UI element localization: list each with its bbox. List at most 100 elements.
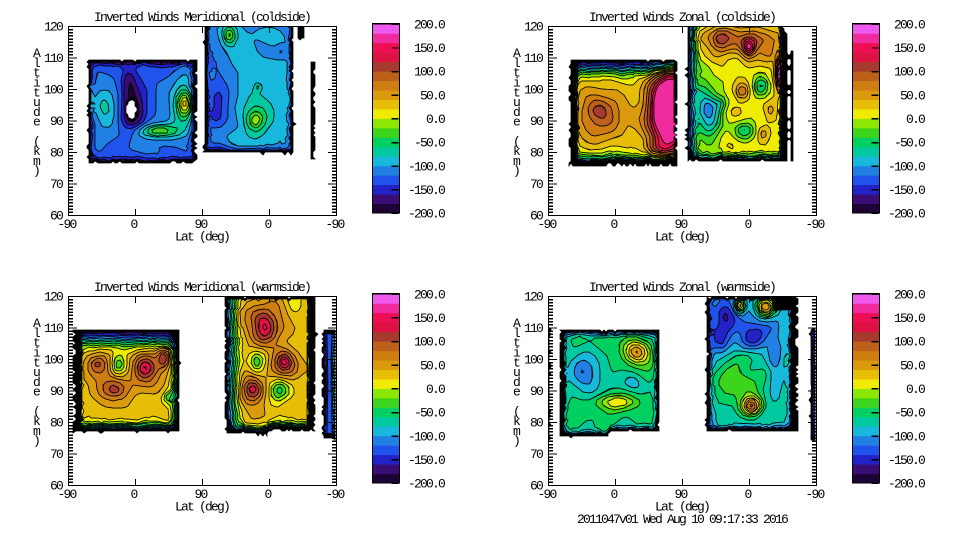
svg-text:t: t [33, 66, 40, 81]
svg-text:90: 90 [530, 384, 543, 399]
svg-text:90: 90 [50, 114, 63, 129]
svg-text:e: e [33, 115, 40, 130]
svg-text:-200.0: -200.0 [408, 207, 445, 222]
svg-text:60: 60 [50, 479, 63, 494]
svg-text:i: i [33, 76, 41, 91]
svg-text:120: 120 [44, 290, 63, 305]
svg-text:e: e [513, 115, 520, 130]
svg-text:Inverted Winds Meridional (war: Inverted Winds Meridional (warmside) [94, 280, 310, 295]
svg-text:70: 70 [50, 447, 63, 462]
svg-text:Lat (deg): Lat (deg) [175, 499, 229, 514]
svg-text:80: 80 [530, 146, 543, 161]
svg-text:100: 100 [44, 83, 63, 98]
svg-text:-100.0: -100.0 [888, 429, 925, 444]
svg-text:(: ( [513, 134, 519, 149]
svg-text:i: i [513, 76, 521, 91]
svg-text:70: 70 [530, 447, 543, 462]
svg-text:50.0: 50.0 [900, 358, 925, 373]
svg-text:u: u [33, 365, 40, 380]
svg-text:e: e [33, 385, 40, 400]
svg-text:50.0: 50.0 [420, 88, 445, 103]
svg-text:i: i [33, 346, 41, 361]
svg-text:(: ( [33, 404, 39, 419]
svg-text:0: 0 [265, 217, 272, 232]
svg-text:90: 90 [50, 384, 63, 399]
svg-text:): ) [33, 434, 39, 449]
svg-text:): ) [513, 434, 519, 449]
svg-text:-150.0: -150.0 [888, 453, 925, 468]
svg-text:m: m [513, 424, 521, 439]
svg-text:u: u [513, 95, 520, 110]
svg-text:100: 100 [524, 83, 543, 98]
svg-text:Inverted Winds Zonal (warmside: Inverted Winds Zonal (warmside) [589, 280, 775, 295]
svg-text:200.0: 200.0 [414, 17, 445, 32]
svg-text:-90: -90 [538, 217, 557, 232]
svg-text:d: d [33, 375, 40, 390]
svg-text:l: l [33, 326, 41, 341]
svg-text:120: 120 [524, 20, 543, 35]
svg-text:d: d [513, 105, 520, 120]
svg-text:t: t [33, 336, 40, 351]
svg-text:-90: -90 [326, 217, 345, 232]
svg-text:100: 100 [44, 353, 63, 368]
svg-text:110: 110 [44, 51, 63, 66]
svg-text:200.0: 200.0 [894, 287, 925, 302]
svg-text:60: 60 [530, 209, 543, 224]
svg-text:Lat (deg): Lat (deg) [655, 229, 709, 244]
svg-text:A: A [33, 46, 41, 61]
svg-text:100.0: 100.0 [894, 65, 925, 80]
svg-text:0.0: 0.0 [906, 382, 925, 397]
svg-text:150.0: 150.0 [414, 311, 445, 326]
svg-text:2011047v01 Wed Aug 10 09:17:33: 2011047v01 Wed Aug 10 09:17:33 2016 [577, 512, 788, 527]
svg-text:-50.0: -50.0 [414, 406, 445, 421]
svg-text:Lat (deg): Lat (deg) [655, 499, 709, 514]
svg-text:Inverted Winds Zonal (coldside: Inverted Winds Zonal (coldside) [589, 10, 775, 25]
svg-text:A: A [513, 316, 521, 331]
svg-text:k: k [513, 144, 521, 159]
svg-text:u: u [33, 95, 40, 110]
svg-text:100.0: 100.0 [894, 335, 925, 350]
svg-text:m: m [33, 424, 41, 439]
svg-text:-90: -90 [58, 217, 77, 232]
svg-text:-90: -90 [538, 487, 557, 502]
svg-text:): ) [513, 164, 519, 179]
svg-text:60: 60 [530, 479, 543, 494]
svg-text:A: A [513, 46, 521, 61]
svg-text:k: k [33, 414, 41, 429]
svg-text:90: 90 [195, 217, 208, 232]
svg-text:50.0: 50.0 [420, 358, 445, 373]
svg-text:100.0: 100.0 [414, 335, 445, 350]
svg-text:0: 0 [611, 217, 618, 232]
svg-text:k: k [33, 144, 41, 159]
svg-text:Lat (deg): Lat (deg) [175, 229, 229, 244]
svg-text:k: k [513, 414, 521, 429]
svg-text:-200.0: -200.0 [888, 207, 925, 222]
svg-text:-50.0: -50.0 [414, 136, 445, 151]
svg-text:-50.0: -50.0 [894, 136, 925, 151]
svg-text:): ) [33, 164, 39, 179]
svg-text:80: 80 [530, 416, 543, 431]
svg-text:100: 100 [524, 353, 543, 368]
svg-text:-100.0: -100.0 [408, 159, 445, 174]
svg-text:0: 0 [745, 487, 752, 502]
svg-text:120: 120 [524, 290, 543, 305]
svg-text:150.0: 150.0 [894, 41, 925, 56]
svg-text:150.0: 150.0 [894, 311, 925, 326]
svg-text:-150.0: -150.0 [888, 183, 925, 198]
svg-text:t: t [33, 355, 40, 370]
svg-text:(: ( [513, 404, 519, 419]
svg-text:t: t [513, 336, 520, 351]
svg-text:m: m [33, 154, 41, 169]
svg-text:u: u [513, 365, 520, 380]
svg-text:Inverted Winds Meridional (col: Inverted Winds Meridional (coldside) [94, 10, 310, 25]
svg-text:60: 60 [50, 209, 63, 224]
svg-text:150.0: 150.0 [414, 41, 445, 56]
svg-text:t: t [513, 66, 520, 81]
svg-text:110: 110 [44, 321, 63, 336]
svg-text:50.0: 50.0 [900, 88, 925, 103]
svg-text:200.0: 200.0 [414, 287, 445, 302]
svg-text:-90: -90 [806, 487, 825, 502]
svg-text:90: 90 [195, 487, 208, 502]
svg-text:110: 110 [524, 321, 543, 336]
svg-text:e: e [513, 385, 520, 400]
